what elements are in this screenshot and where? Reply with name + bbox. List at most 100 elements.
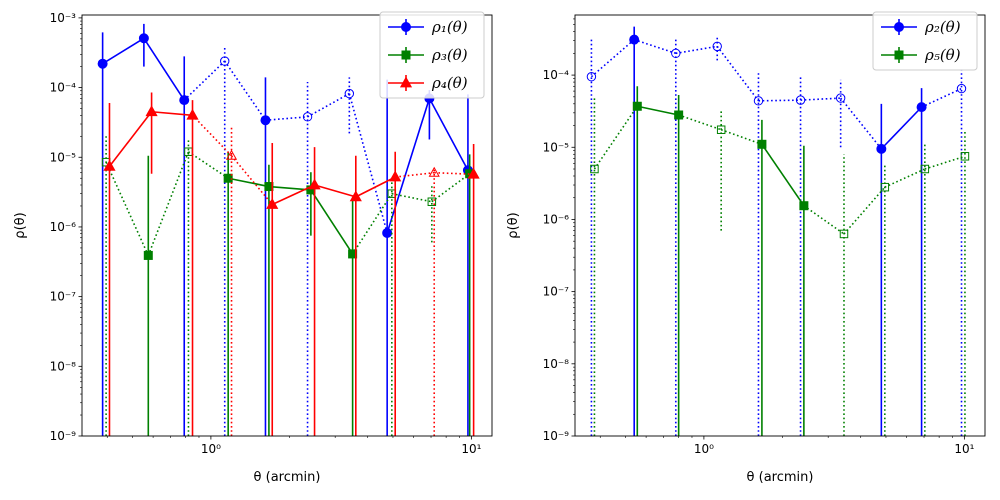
data-point-marker	[145, 105, 158, 117]
y-tick-label: 10⁻⁸	[543, 357, 570, 371]
data-point-marker	[186, 108, 199, 120]
data-point-marker	[427, 197, 437, 206]
series-line-segment	[637, 105, 679, 116]
series-line-segment	[880, 106, 923, 150]
series-line-segment	[351, 193, 393, 255]
data-point-marker	[344, 88, 355, 99]
y-tick-label: 10⁻⁷	[543, 285, 570, 299]
y-tick-label: 10⁻⁴	[543, 68, 570, 82]
legend-marker	[399, 76, 413, 88]
data-point-marker	[467, 167, 480, 179]
series-line-segment	[428, 97, 469, 171]
y-axis-label: ρ(θ)	[506, 212, 521, 238]
data-point-marker	[839, 229, 849, 239]
data-point-marker	[97, 58, 108, 69]
series-line-segment	[265, 116, 308, 122]
data-point-marker	[302, 112, 313, 122]
series-line-segment	[147, 151, 190, 256]
series-line-segment	[431, 173, 471, 203]
data-point-marker	[795, 95, 806, 105]
series-line-segment	[391, 192, 432, 203]
series-line-segment	[761, 143, 805, 207]
x-axis-label: θ (arcmin)	[254, 470, 321, 485]
y-tick-label: 10⁻⁹	[50, 429, 77, 443]
data-point-marker	[143, 250, 153, 260]
y-tick-label: 10⁻⁴	[50, 81, 77, 95]
data-point-marker	[632, 101, 642, 111]
x-tick-label: 10⁰	[201, 442, 221, 456]
series-line-segment	[675, 45, 718, 55]
series-line-segment	[678, 114, 722, 131]
axes-frame	[574, 14, 986, 437]
x-tick-label: 10¹	[461, 442, 481, 456]
series-line-segment	[143, 37, 185, 101]
y-axis-label: ρ(θ)	[13, 212, 28, 238]
y-tick-label: 10⁻⁵	[543, 140, 570, 154]
data-point-marker	[674, 110, 684, 120]
data-point-marker	[225, 149, 238, 160]
series-line-segment	[633, 38, 677, 55]
data-point-marker	[876, 143, 887, 154]
legend-marker	[894, 22, 904, 32]
series-line-segment	[386, 98, 431, 234]
data-point-marker	[220, 56, 230, 66]
legend-label: ρ₁(θ)	[431, 18, 468, 36]
x-axis-label: θ (arcmin)	[747, 470, 814, 485]
data-point-marker	[799, 201, 809, 211]
data-point-marker	[260, 115, 271, 126]
legend-label: ρ₄(θ)	[431, 74, 468, 92]
x-tick-label: 10¹	[954, 442, 974, 456]
series-line-segment	[716, 45, 760, 102]
data-point-marker	[916, 102, 927, 113]
y-tick-label: 10⁻⁵	[50, 150, 77, 164]
data-point-marker	[757, 139, 767, 149]
data-point-marker	[629, 34, 640, 45]
right-chart-panel: 10⁰ 10¹ 10⁻⁹ 10⁻⁸ 10⁻⁷ 10⁻⁶ 10⁻⁵ 10⁻⁴ θ (arcmin)…	[506, 11, 986, 485]
series-line-segment	[314, 184, 357, 198]
series-line-segment	[271, 184, 315, 206]
series-line-segment	[758, 99, 801, 102]
data-point-marker	[266, 197, 279, 209]
series-line-segment	[108, 111, 153, 167]
series-line-segment	[924, 155, 966, 170]
data-point-marker	[586, 71, 597, 82]
data-point-marker	[103, 159, 116, 171]
data-point-marker	[716, 125, 726, 134]
series-line-segment	[102, 37, 145, 65]
legend: ρ₁(θ) ρ₃(θ) ρ₄(θ)	[379, 11, 485, 99]
left-chart-panel: 10⁰ 10¹ 10⁻⁹ 10⁻⁸ 10⁻⁷ 10⁻⁶ 10⁻⁵ 10⁻⁴ 10⁻³ θ (arc…	[13, 11, 493, 485]
data-point-marker	[428, 166, 440, 177]
y-tick-label: 10⁻³	[50, 11, 77, 25]
plot-area	[97, 23, 480, 436]
series-line-segment	[720, 128, 763, 146]
series-line-segment	[348, 93, 388, 234]
data-point-marker	[348, 249, 358, 259]
data-point-marker	[179, 95, 190, 106]
data-point-marker	[960, 152, 970, 161]
y-tick-label: 10⁻⁶	[50, 220, 77, 234]
series-0	[586, 26, 967, 436]
series-line-segment	[355, 176, 396, 198]
series-line-segment	[183, 60, 226, 101]
legend-marker	[401, 22, 411, 32]
series-line-segment	[590, 39, 635, 78]
legend-marker	[401, 50, 411, 60]
series-line-segment	[105, 161, 150, 256]
axes-frame	[81, 14, 493, 437]
data-point-marker	[920, 164, 930, 174]
legend-label: ρ₃(θ)	[431, 46, 468, 64]
y-tick-label: 10⁻⁹	[543, 429, 570, 443]
series-line-segment	[151, 110, 193, 117]
data-point-marker	[308, 178, 321, 190]
series-line-segment	[228, 177, 270, 188]
series-line-segment	[191, 114, 233, 157]
data-point-marker	[671, 48, 681, 59]
data-point-marker	[956, 83, 967, 94]
y-tick-label: 10⁻⁶	[543, 212, 570, 226]
series-line-segment	[884, 168, 926, 188]
legend-label: ρ₂(θ)	[924, 18, 961, 36]
data-point-marker	[712, 41, 722, 52]
series-1	[590, 86, 970, 436]
